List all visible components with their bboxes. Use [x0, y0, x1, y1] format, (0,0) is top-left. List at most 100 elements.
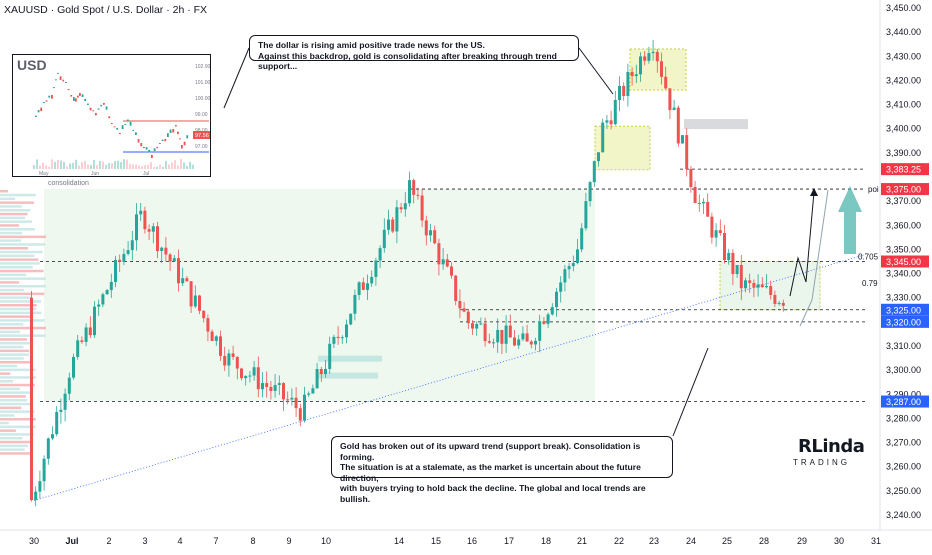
time-tick-label: 17 [504, 536, 514, 546]
time-tick-label: 30 [834, 536, 844, 546]
candle-body [513, 337, 516, 346]
time-tick-label: 30 [29, 536, 39, 546]
inset-volume-bar [186, 165, 188, 169]
candle-body [269, 386, 273, 391]
price-tag-label: 3,287.00 [886, 397, 921, 407]
candle-body [769, 286, 773, 295]
volume-profile-bar [0, 353, 29, 356]
candle-body [613, 100, 617, 125]
volume-profile-bar [0, 418, 36, 421]
consolidation-zone [44, 189, 595, 402]
volume-profile-bar [0, 372, 11, 375]
candle-body [756, 284, 760, 288]
candle-body [496, 329, 500, 343]
candle-body [265, 383, 269, 387]
inset-volume-bar [135, 164, 137, 169]
volume-profile-bar [0, 273, 27, 277]
inset-volume-bar [141, 166, 143, 169]
volume-profile-bar [0, 315, 31, 318]
inset-volume-bar [123, 159, 125, 169]
inset-value-tag [193, 131, 210, 139]
time-tick-label: 2 [106, 536, 111, 546]
candle-body [416, 194, 420, 196]
candle-body [366, 283, 369, 290]
candle-body [681, 135, 684, 144]
inset-candle [129, 121, 132, 126]
volume-profile-bar [0, 429, 16, 432]
inset-volume-bar [108, 163, 110, 169]
candle-body [731, 252, 735, 275]
candle-body [718, 230, 722, 234]
inset-date-label: Jun [91, 171, 99, 177]
candle-body [752, 282, 756, 288]
inset-candle [186, 135, 189, 139]
inset-candle [143, 147, 145, 148]
inset-price-label: 99.00 [195, 112, 208, 118]
volume-profile-bar [0, 425, 36, 429]
zone-box-28 [719, 261, 821, 311]
candle-body [294, 397, 298, 409]
volume-profile-bar [0, 262, 40, 265]
inset-candle [55, 79, 57, 81]
volume-profile-bar [0, 254, 35, 258]
candle-body [223, 355, 227, 366]
usd-inset-chart: 102.00101.00100.0099.0098.0097.00MayJunJ… [12, 54, 211, 177]
inset-volume-bar [72, 162, 74, 169]
inset-candle [65, 81, 67, 83]
inset-volume-bar [45, 165, 47, 169]
inset-candle [89, 107, 92, 111]
candle-body [739, 265, 743, 289]
inset-volume-bar [117, 160, 119, 169]
candle-body [378, 248, 382, 261]
candle-body [588, 182, 592, 202]
teal-block-1 [318, 355, 382, 362]
inset-volume-bar [162, 166, 164, 169]
inset-candle [53, 87, 55, 89]
candle-body [664, 76, 668, 89]
candle-body [114, 259, 117, 282]
volume-profile-bar [0, 205, 22, 208]
inset-candle [84, 98, 87, 101]
candle-body [88, 327, 92, 336]
inset-candle [100, 104, 103, 107]
inset-candle [164, 139, 167, 142]
price-tag-bg [881, 315, 929, 328]
time-axis: 30 Jul 2 3 4 7 8 9 10 14 15 16 17 18 21 22 23 24 25 28 29 30 3… [0, 529, 932, 546]
bottom-callout-line-1: Gold has broken out of its upward trend … [340, 441, 641, 462]
volume-profile-bar [0, 281, 20, 284]
inset-price-label: 102.00 [195, 64, 211, 70]
candle-body [248, 375, 252, 377]
candle-body [67, 377, 71, 394]
inset-volume-bar [180, 159, 182, 169]
inset-volume-bar [54, 161, 56, 169]
inset-date-label: Jul [143, 171, 149, 177]
candle-body [387, 219, 390, 230]
candle-body [643, 56, 647, 61]
consolidation-label: consolidation [48, 180, 89, 187]
price-tick-label: 3,330.00 [886, 293, 921, 303]
inset-candle [108, 116, 111, 119]
inset-volume-bar [57, 159, 59, 169]
inset-candle [161, 139, 164, 141]
candle-body [433, 230, 437, 244]
volume-profile-bar [0, 368, 36, 372]
price-tag: 3,320.00 [881, 315, 929, 328]
inset-price-label: 100.00 [195, 96, 211, 102]
time-tick-label: 28 [759, 536, 769, 546]
inset-volume-bar [120, 162, 122, 169]
candle-body [290, 397, 294, 400]
inset-volume-bar [132, 164, 134, 169]
bottom-callout-line-2: The situation is at a stalemate, as the … [340, 462, 641, 483]
inset-volume-bar [102, 161, 104, 169]
inset-candle [127, 119, 129, 121]
candle-body [143, 210, 147, 230]
time-tick-label: 16 [467, 536, 477, 546]
candle-body [46, 438, 50, 459]
price-tick-label: 3,390.00 [886, 148, 921, 158]
candle-body [576, 249, 579, 264]
volume-profile [0, 190, 46, 455]
price-tick-label: 3,280.00 [886, 413, 921, 423]
candles [30, 40, 785, 507]
